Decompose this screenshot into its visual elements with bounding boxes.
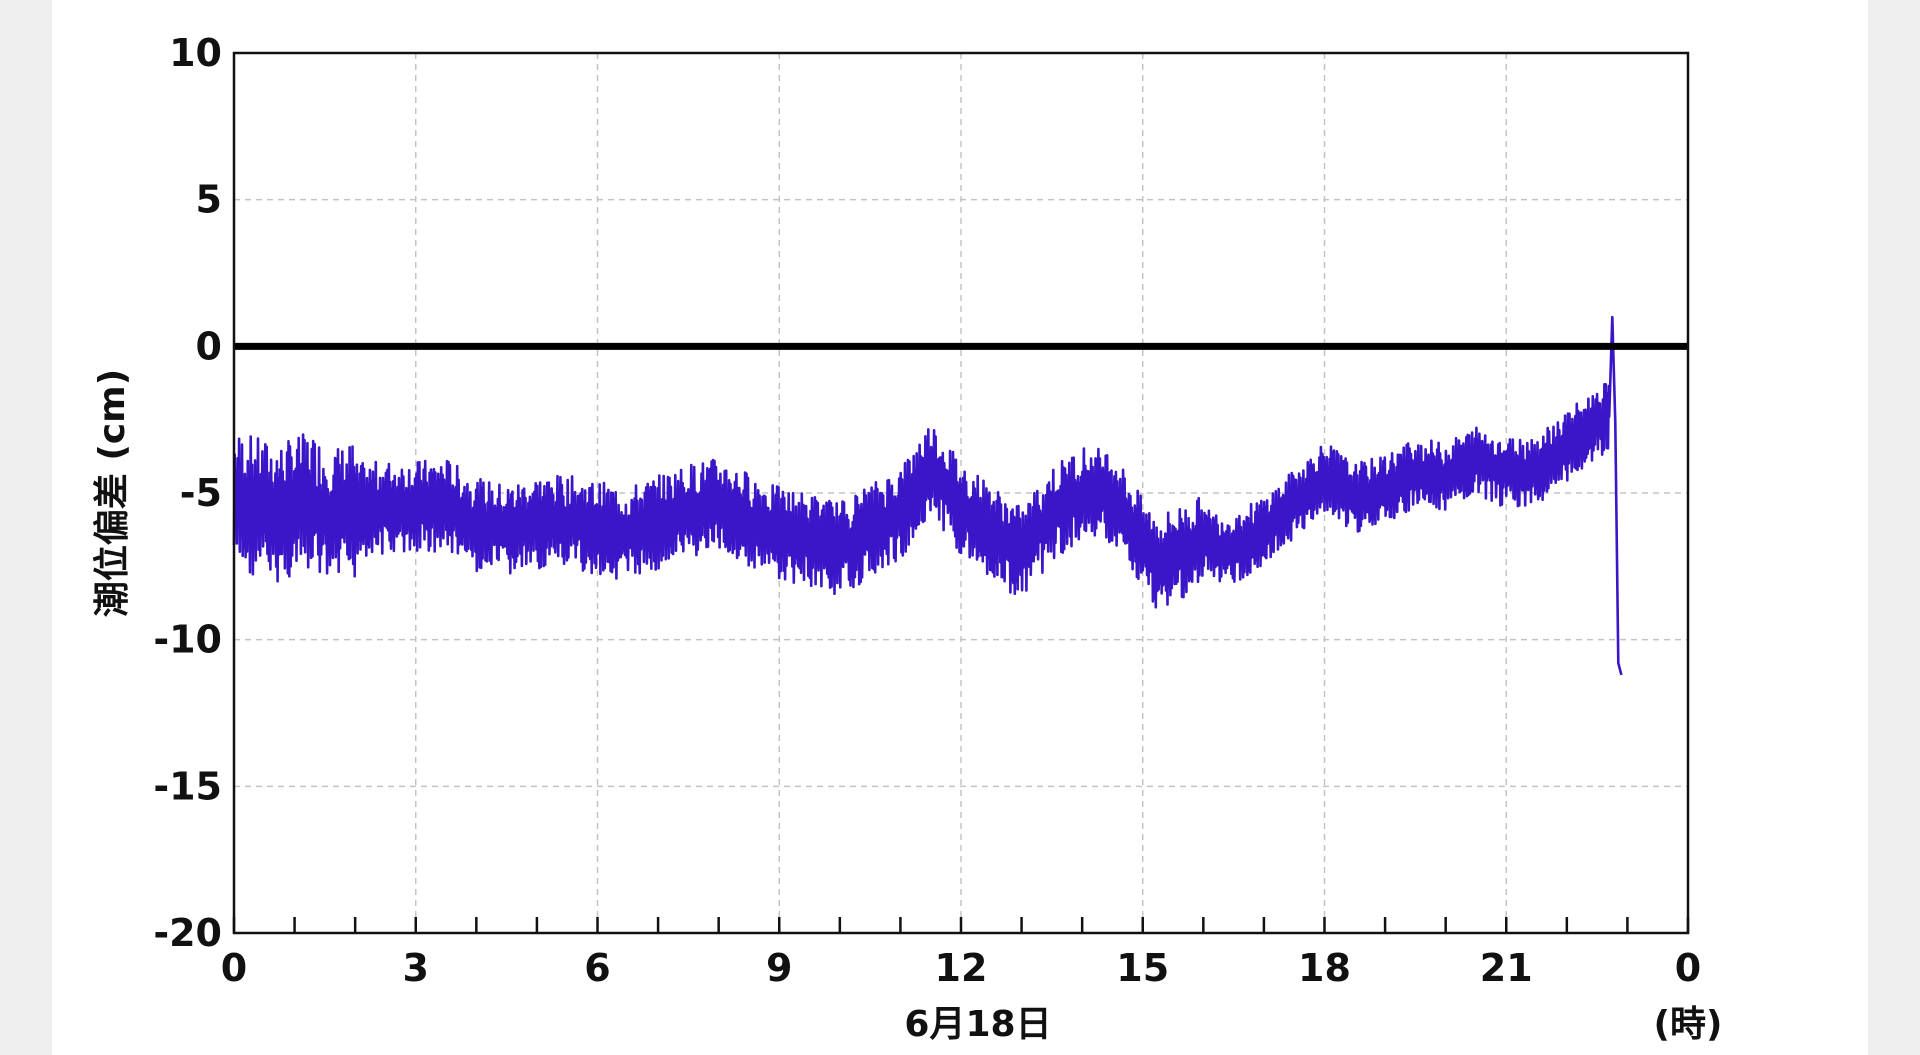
x-tick-label: 6 bbox=[584, 946, 610, 990]
y-tick-label: 0 bbox=[196, 324, 222, 368]
series-line bbox=[232, 315, 1623, 676]
x-tick-label: 12 bbox=[935, 946, 988, 990]
x-tick-label: 18 bbox=[1298, 946, 1351, 990]
x-tick-label: 0 bbox=[221, 946, 247, 990]
y-tick-labels: 10 5 0 -5 -10 -15 -20 bbox=[153, 31, 222, 955]
x-axis-label: 6月18日 bbox=[904, 1004, 1051, 1045]
x-tick-label: 15 bbox=[1116, 946, 1169, 990]
x-tick-label: 21 bbox=[1480, 946, 1533, 990]
y-tick-label: -10 bbox=[153, 618, 222, 662]
y-tick-label: 5 bbox=[196, 178, 222, 222]
series-layer bbox=[232, 315, 1623, 676]
x-tick-label: 3 bbox=[403, 946, 429, 990]
x-minor-ticks bbox=[232, 917, 1690, 933]
chart-panel: 10 5 0 -5 -10 -15 -20 0 3 6 9 12 15 18 21 0 潮位偏差 (cm) … bbox=[52, 0, 1868, 1055]
y-axis-label: 潮位偏差 (cm) bbox=[92, 369, 133, 617]
y-tick-label: -20 bbox=[153, 911, 222, 955]
page-margin-right bbox=[1868, 0, 1920, 1055]
x-tick-labels: 0 3 6 9 12 15 18 21 0 bbox=[221, 946, 1701, 990]
page-margin-left bbox=[0, 0, 52, 1055]
y-tick-label: 10 bbox=[169, 31, 222, 75]
y-tick-label: -5 bbox=[180, 471, 222, 515]
y-tick-label: -15 bbox=[153, 764, 222, 808]
x-axis-unit-label: (時) bbox=[1654, 1004, 1723, 1045]
plot-frame bbox=[232, 51, 1690, 935]
x-tick-label: 0 bbox=[1675, 946, 1701, 990]
x-tick-label: 9 bbox=[766, 946, 792, 990]
